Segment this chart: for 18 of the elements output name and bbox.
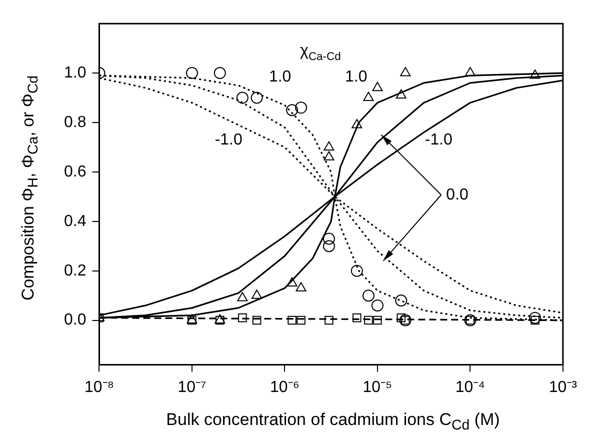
y-tick-label: 1.0: [64, 64, 86, 82]
x-axis-title: Bulk concentration of cadmium ions C$_{Cd}$ (M): [166, 410, 500, 434]
annotation: 0.0: [446, 186, 469, 204]
x-tick-label: 10⁻⁷: [178, 378, 206, 396]
y-tick-label: 0.8: [64, 114, 86, 131]
annotation: -1.0: [424, 132, 453, 149]
y-tick-label: 0.2: [64, 262, 86, 280]
annotation: -1.0: [214, 132, 242, 149]
x-tick-label: 10⁻³: [548, 378, 578, 396]
annotation: 1.0: [345, 68, 368, 86]
x-tick-label: 10⁻⁴: [455, 378, 486, 396]
y-tick-label: 0.4: [64, 212, 86, 230]
y-tick-label: 0.6: [64, 163, 86, 180]
x-tick-label: 10⁻⁸: [84, 378, 114, 396]
annotation: 1.0: [268, 68, 292, 86]
x-tick-label: 10⁻⁶: [270, 378, 300, 396]
y-tick-label: 0.0: [64, 312, 86, 329]
x-tick-label: 10⁻⁵: [362, 378, 392, 396]
